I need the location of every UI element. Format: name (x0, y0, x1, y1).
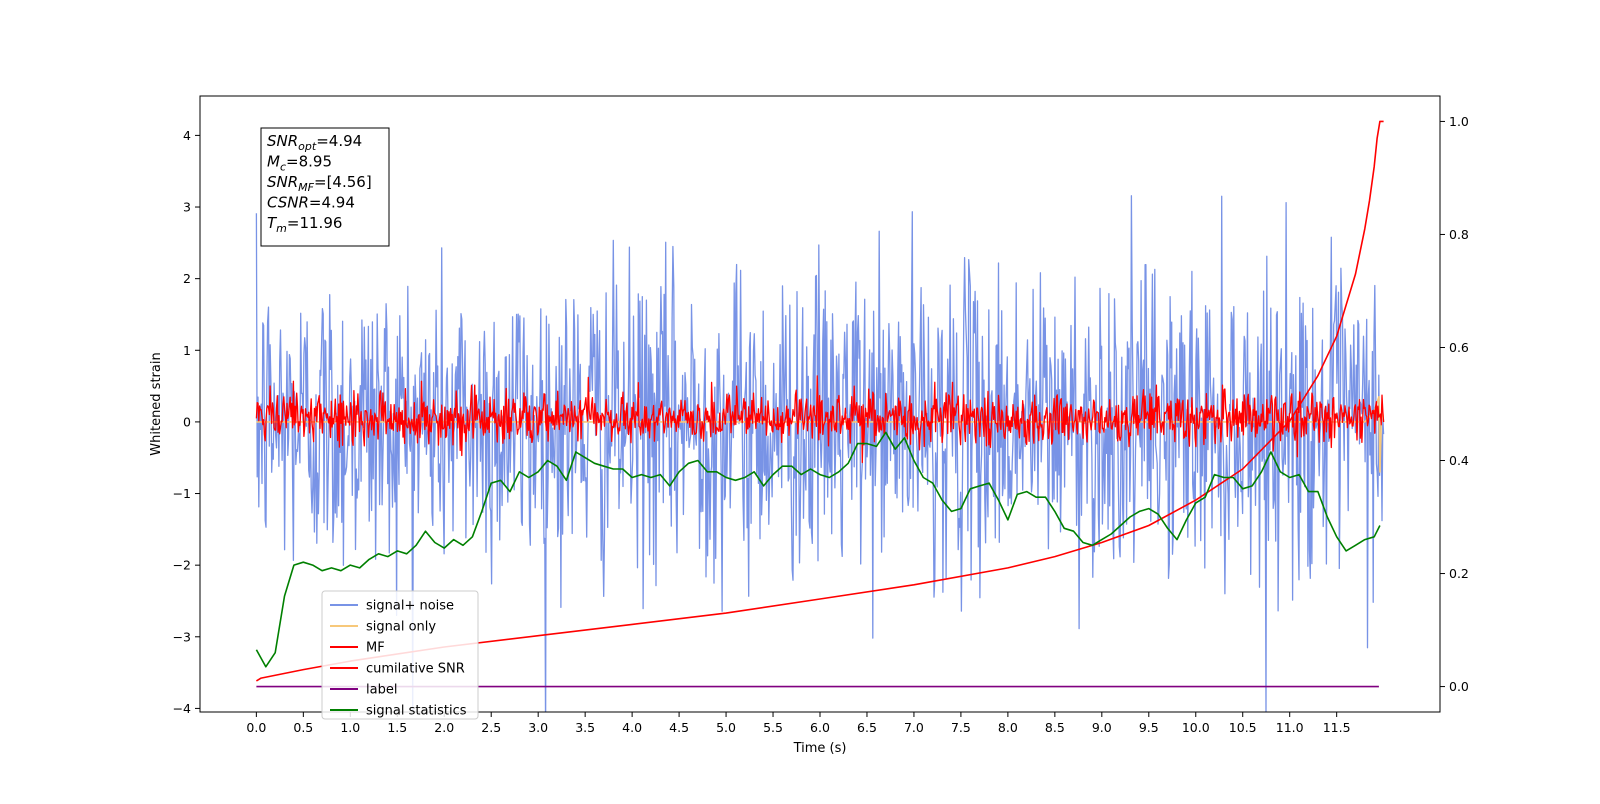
x-tick-label: 2.5 (481, 720, 501, 735)
info-box-line: Mc=8.95 (267, 153, 332, 174)
x-tick-label: 10.5 (1229, 720, 1257, 735)
y2-tick-label: 0.2 (1449, 566, 1469, 581)
y2-tick-label: 0.8 (1449, 227, 1469, 242)
x-tick-label: 9.0 (1092, 720, 1112, 735)
y-tick-label: −1 (173, 486, 191, 501)
x-tick-label: 5.5 (763, 720, 783, 735)
legend-label: signal only (366, 620, 436, 635)
x-tick-label: 4.0 (622, 720, 642, 735)
y-axis-right: 0.0 0.2 0.4 0.6 0.8 1.0 (1440, 114, 1469, 694)
series-signal-statistics (255, 431, 1381, 668)
legend-label: signal statistics (366, 704, 467, 719)
y-tick-label: 2 (183, 271, 191, 286)
legend-label: cumilative SNR (366, 662, 465, 677)
x-tick-label: 6.5 (857, 720, 877, 735)
x-tick-label: 0.0 (246, 720, 266, 735)
legend-label: MF (366, 641, 385, 656)
x-tick-label: 7.0 (904, 720, 924, 735)
x-tick-label: 6.0 (810, 720, 830, 735)
y-tick-label: −3 (173, 629, 191, 644)
y2-tick-label: 0.6 (1449, 340, 1469, 355)
series-mf (255, 375, 1385, 464)
y2-tick-label: 0.0 (1449, 679, 1469, 694)
y-tick-label: −2 (173, 558, 191, 573)
info-box-line: Tm=11.96 (267, 214, 342, 235)
x-tick-label: 4.5 (669, 720, 689, 735)
y-tick-label: 0 (183, 414, 191, 429)
y-axis-label: Whitened strain (149, 352, 164, 455)
x-tick-label: 3.5 (575, 720, 595, 735)
legend: signal+ noise signal only MF cumilative SNR… (321, 590, 479, 720)
info-box-line: SNRopt=4.94 (267, 132, 362, 153)
y-axis-left: −4 −3 −2 −1 0 1 2 3 4 (173, 128, 200, 716)
x-tick-label: 8.0 (998, 720, 1018, 735)
x-tick-label: 11.5 (1323, 720, 1351, 735)
x-tick-label: 1.0 (340, 720, 360, 735)
x-tick-label: 7.5 (951, 720, 971, 735)
info-box-frame (260, 127, 390, 247)
y-tick-label: 3 (183, 200, 191, 215)
y-tick-label: 1 (183, 343, 191, 358)
legend-label: label (366, 683, 397, 698)
x-tick-label: 11.0 (1276, 720, 1304, 735)
info-box-line: CSNR=4.94 (267, 194, 355, 212)
legend-frame (321, 590, 479, 720)
x-tick-label: 9.5 (1139, 720, 1159, 735)
x-tick-label: 0.5 (293, 720, 313, 735)
legend-label: signal+ noise (366, 599, 454, 614)
y-tick-label: −4 (173, 701, 191, 716)
y2-tick-label: 0.4 (1449, 453, 1469, 468)
x-tick-label: 5.0 (716, 720, 736, 735)
y2-tick-label: 1.0 (1449, 114, 1469, 129)
x-tick-label: 1.5 (387, 720, 407, 735)
y-tick-label: 4 (183, 128, 191, 143)
x-tick-label: 2.0 (434, 720, 454, 735)
x-axis: 0.0 0.5 1.0 1.5 2.0 2.5 3.0 3.5 4.0 4.5 5.0 5.5 6.0 6… (246, 712, 1351, 735)
x-axis-label: Time (s) (793, 741, 847, 756)
info-box-line: SNRMF=[4.56] (267, 173, 372, 194)
x-tick-label: 10.0 (1182, 720, 1210, 735)
x-tick-label: 3.0 (528, 720, 548, 735)
x-tick-label: 8.5 (1045, 720, 1065, 735)
